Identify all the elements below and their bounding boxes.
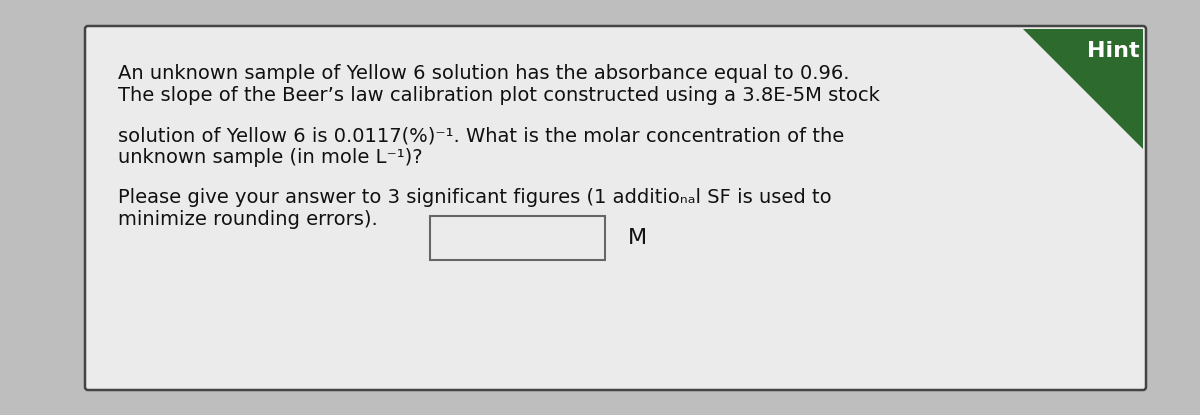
Text: An unknown sample of Yellow 6 solution has the absorbance equal to 0.96.: An unknown sample of Yellow 6 solution h…: [118, 64, 850, 83]
Polygon shape: [1022, 29, 1142, 149]
Text: solution of Yellow 6 is 0.0117(%)⁻¹. What is the molar concentration of the: solution of Yellow 6 is 0.0117(%)⁻¹. Wha…: [118, 126, 845, 145]
Text: unknown sample (in mole L⁻¹)?: unknown sample (in mole L⁻¹)?: [118, 148, 422, 167]
FancyBboxPatch shape: [85, 26, 1146, 390]
Text: Hint: Hint: [1087, 41, 1139, 61]
Text: Please give your answer to 3 significant figures (1 additioₙₐl SF is used to: Please give your answer to 3 significant…: [118, 188, 832, 207]
Text: minimize rounding errors).: minimize rounding errors).: [118, 210, 378, 229]
Text: M: M: [628, 228, 647, 248]
Text: The slope of the Beer’s law calibration plot constructed using a 3.8E-5M stock: The slope of the Beer’s law calibration …: [118, 86, 880, 105]
FancyBboxPatch shape: [430, 216, 605, 260]
